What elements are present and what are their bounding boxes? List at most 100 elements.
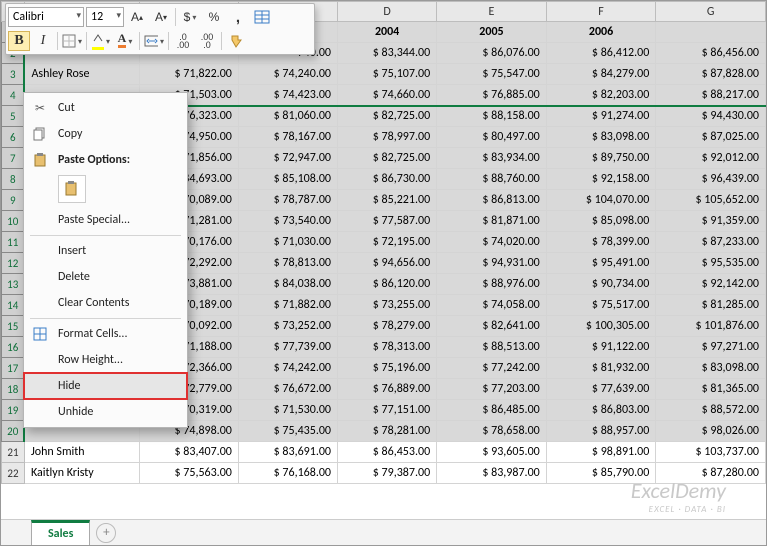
- cell[interactable]: $ 88,976.00: [437, 274, 547, 295]
- row-hdr[interactable]: 19: [2, 400, 25, 421]
- paste-option-default[interactable]: [58, 175, 86, 203]
- cell[interactable]: $ 76,168.00: [238, 463, 337, 484]
- table-format-button[interactable]: [251, 7, 273, 27]
- cell[interactable]: $ 75,196.00: [338, 358, 437, 379]
- row-hdr[interactable]: 8: [2, 169, 25, 190]
- cell[interactable]: $ 74,660.00: [338, 85, 437, 106]
- cell[interactable]: $ 87,828.00: [656, 64, 766, 85]
- format-painter-button[interactable]: [225, 31, 247, 51]
- cell-name[interactable]: John Smith: [24, 442, 139, 463]
- cell[interactable]: $ 81,871.00: [437, 211, 547, 232]
- cell[interactable]: $ 78,313.00: [338, 337, 437, 358]
- cell[interactable]: $ 76,885.00: [437, 85, 547, 106]
- cell[interactable]: $ 94,430.00: [656, 106, 766, 127]
- percent-format-button[interactable]: %: [203, 7, 225, 27]
- cell[interactable]: $ 74,020.00: [437, 232, 547, 253]
- cell[interactable]: $ 79,387.00: [338, 463, 437, 484]
- row-hdr[interactable]: 17: [2, 358, 25, 379]
- row-hdr[interactable]: 21: [2, 442, 25, 463]
- decrease-decimal-button[interactable]: .00.0: [196, 31, 218, 51]
- cell[interactable]: $ 73,540.00: [238, 211, 337, 232]
- cell[interactable]: $ 85,221.00: [338, 190, 437, 211]
- cell[interactable]: $ 74,240.00: [238, 64, 337, 85]
- cell[interactable]: $ 77,242.00: [437, 358, 547, 379]
- cell[interactable]: $ 77,203.00: [437, 379, 547, 400]
- cell[interactable]: $ 77,587.00: [338, 211, 437, 232]
- cell[interactable]: $ 83,344.00: [338, 43, 437, 64]
- cell[interactable]: $ 78,813.00: [238, 253, 337, 274]
- cell[interactable]: $ 91,359.00: [656, 211, 766, 232]
- borders-button[interactable]: ▾: [61, 31, 83, 51]
- cell[interactable]: $ 86,412.00: [546, 43, 656, 64]
- cell[interactable]: $ 86,120.00: [338, 274, 437, 295]
- ctx-row-height[interactable]: Row Height...: [24, 347, 187, 373]
- row-hdr[interactable]: 13: [2, 274, 25, 295]
- cell[interactable]: $ 76,889.00: [338, 379, 437, 400]
- cell[interactable]: $ 94,656.00: [338, 253, 437, 274]
- ctx-format-cells[interactable]: Format Cells...: [24, 321, 187, 347]
- row-hdr[interactable]: 22: [2, 463, 25, 484]
- cell[interactable]: $ 88,760.00: [437, 169, 547, 190]
- col-hdr-G[interactable]: G: [656, 2, 766, 22]
- cell[interactable]: $ 96,439.00: [656, 169, 766, 190]
- cell[interactable]: $ 88,957.00: [546, 421, 656, 442]
- cell[interactable]: $ 74,058.00: [437, 295, 547, 316]
- cell[interactable]: $ 88,513.00: [437, 337, 547, 358]
- cell[interactable]: $ 78,997.00: [338, 127, 437, 148]
- cell[interactable]: $ 87,280.00: [656, 463, 766, 484]
- cell[interactable]: $ 88,158.00: [437, 106, 547, 127]
- ctx-insert[interactable]: Insert: [24, 238, 187, 264]
- decrease-font-button[interactable]: A▾: [150, 7, 172, 27]
- cell[interactable]: $ 78,658.00: [437, 421, 547, 442]
- cell[interactable]: $ 71,822.00: [139, 64, 238, 85]
- cell[interactable]: $ 86,730.00: [338, 169, 437, 190]
- cell[interactable]: 2006: [546, 22, 656, 43]
- cell[interactable]: $ 86,813.00: [437, 190, 547, 211]
- cell[interactable]: $ 75,107.00: [338, 64, 437, 85]
- font-size-select[interactable]: [86, 7, 124, 27]
- comma-format-button[interactable]: ,: [227, 7, 249, 27]
- cell[interactable]: $ 84,279.00: [546, 64, 656, 85]
- cell[interactable]: $ 89,750.00: [546, 148, 656, 169]
- cell-name[interactable]: Ashley Rose: [24, 64, 139, 85]
- cell[interactable]: $ 91,122.00: [546, 337, 656, 358]
- cell[interactable]: $ 73,255.00: [338, 295, 437, 316]
- cell[interactable]: $ 75,435.00: [238, 421, 337, 442]
- cell[interactable]: $ 95,535.00: [656, 253, 766, 274]
- cell[interactable]: $ 78,787.00: [238, 190, 337, 211]
- row-hdr[interactable]: 18: [2, 379, 25, 400]
- ctx-cut[interactable]: ✂ Cut: [24, 95, 187, 121]
- cell[interactable]: $ 75,547.00: [437, 64, 547, 85]
- row-hdr[interactable]: 20: [2, 421, 25, 442]
- cell[interactable]: $ 72,195.00: [338, 232, 437, 253]
- cell[interactable]: $ 75,563.00: [139, 463, 238, 484]
- cell[interactable]: $ 86,456.00: [656, 43, 766, 64]
- cell[interactable]: $ 78,167.00: [238, 127, 337, 148]
- row-hdr[interactable]: 12: [2, 253, 25, 274]
- cell[interactable]: $ 83,987.00: [437, 463, 547, 484]
- increase-font-button[interactable]: A▴: [126, 7, 148, 27]
- cell[interactable]: $ 77,739.00: [238, 337, 337, 358]
- cell[interactable]: $ 78,399.00: [546, 232, 656, 253]
- cell[interactable]: $ 71,030.00: [238, 232, 337, 253]
- cell[interactable]: $ 85,098.00: [546, 211, 656, 232]
- row-hdr[interactable]: 10: [2, 211, 25, 232]
- cell[interactable]: $ 82,203.00: [546, 85, 656, 106]
- sheet-tab-sales[interactable]: Sales: [31, 520, 90, 545]
- cell[interactable]: $ 77,639.00: [546, 379, 656, 400]
- cell[interactable]: $ 71,530.00: [238, 400, 337, 421]
- cell[interactable]: $ 85,790.00: [546, 463, 656, 484]
- font-name-select[interactable]: [8, 7, 84, 27]
- row-hdr[interactable]: 15: [2, 316, 25, 337]
- cell[interactable]: $ 83,407.00: [139, 442, 238, 463]
- font-color-button[interactable]: A▾: [114, 31, 136, 51]
- cell[interactable]: $ 98,891.00: [546, 442, 656, 463]
- cell[interactable]: $ 105,652.00: [656, 190, 766, 211]
- cell[interactable]: $ 74,242.00: [238, 358, 337, 379]
- add-sheet-button[interactable]: +: [96, 523, 116, 543]
- cell[interactable]: $ 98,026.00: [656, 421, 766, 442]
- cell[interactable]: $ 86,076.00: [437, 43, 547, 64]
- cell[interactable]: $ 83,098.00: [546, 127, 656, 148]
- cell[interactable]: $ 88,572.00: [656, 400, 766, 421]
- cell[interactable]: [656, 22, 766, 43]
